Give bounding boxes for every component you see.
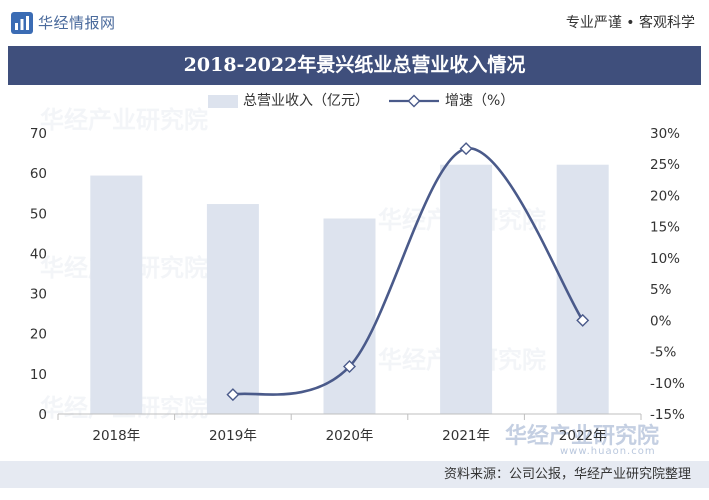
- watermark-url: www.huaon.com: [560, 446, 656, 457]
- y-right-tick-label: 0%: [650, 313, 672, 329]
- legend-bar-swatch: [208, 95, 238, 108]
- revenue-bar: [90, 175, 143, 414]
- revenue-bar: [323, 218, 376, 414]
- y-right-tick-label: 30%: [650, 126, 680, 142]
- x-tick-label: 2018年: [92, 428, 140, 444]
- revenue-bar: [206, 204, 259, 414]
- y-left-tick-label: 50: [30, 206, 47, 222]
- x-tick-label: 2021年: [442, 428, 490, 444]
- y-left-tick-label: 20: [30, 327, 47, 343]
- legend: 总营业收入（亿元） 增速（%）: [0, 88, 709, 114]
- slogan: 专业严谨 • 客观科学: [565, 15, 695, 31]
- y-right-tick-label: -5%: [650, 345, 676, 361]
- source-note: 资料来源：公司公报，华经产业研究院整理: [443, 467, 691, 482]
- x-tick-label: 2019年: [209, 428, 257, 444]
- revenue-bar: [440, 164, 493, 414]
- title-banner: 2018-2022年景兴纸业总营业收入情况: [8, 46, 701, 85]
- y-left-tick-label: 60: [30, 166, 47, 182]
- header: 华经情报网 专业严谨 • 客观科学: [0, 0, 709, 44]
- revenue-bar: [556, 164, 609, 414]
- watermark-text: 华经产业研究院: [40, 106, 208, 134]
- y-left-tick-label: 30: [30, 287, 47, 303]
- growth-point: [343, 360, 356, 374]
- footer: 资料来源：公司公报，华经产业研究院整理: [0, 461, 709, 488]
- bar-chart-logo-icon: [11, 12, 33, 34]
- y-right-tick-label: 20%: [650, 188, 680, 204]
- y-right-tick-label: 5%: [650, 282, 672, 298]
- legend-label-revenue: 总营业收入（亿元）: [243, 93, 369, 109]
- y-left-tick-label: 40: [30, 246, 47, 262]
- growth-point: [226, 388, 240, 402]
- growth-line: [231, 147, 584, 396]
- y-right-tick-label: -10%: [650, 376, 685, 392]
- y-right-tick-label: -15%: [650, 407, 685, 423]
- growth-point: [459, 142, 473, 156]
- y-left-tick-label: 70: [30, 126, 47, 142]
- logo-text: 华经情报网: [38, 14, 116, 32]
- y-right-tick-label: 25%: [650, 157, 680, 173]
- x-tick-label: 2020年: [326, 428, 374, 444]
- y-left-tick-label: 0: [38, 407, 47, 423]
- growth-point: [576, 313, 590, 327]
- legend-line-swatch: [389, 94, 439, 108]
- legend-label-growth: 增速（%）: [445, 93, 515, 109]
- y-right-tick-label: 10%: [650, 251, 680, 267]
- watermark-text: 华经产业研究院: [505, 424, 660, 449]
- y-right-tick-label: 15%: [650, 220, 680, 236]
- y-left-tick-label: 10: [30, 367, 47, 383]
- x-tick-label: 2022年: [559, 428, 607, 444]
- chart-title: 2018-2022年景兴纸业总营业收入情况: [183, 54, 526, 76]
